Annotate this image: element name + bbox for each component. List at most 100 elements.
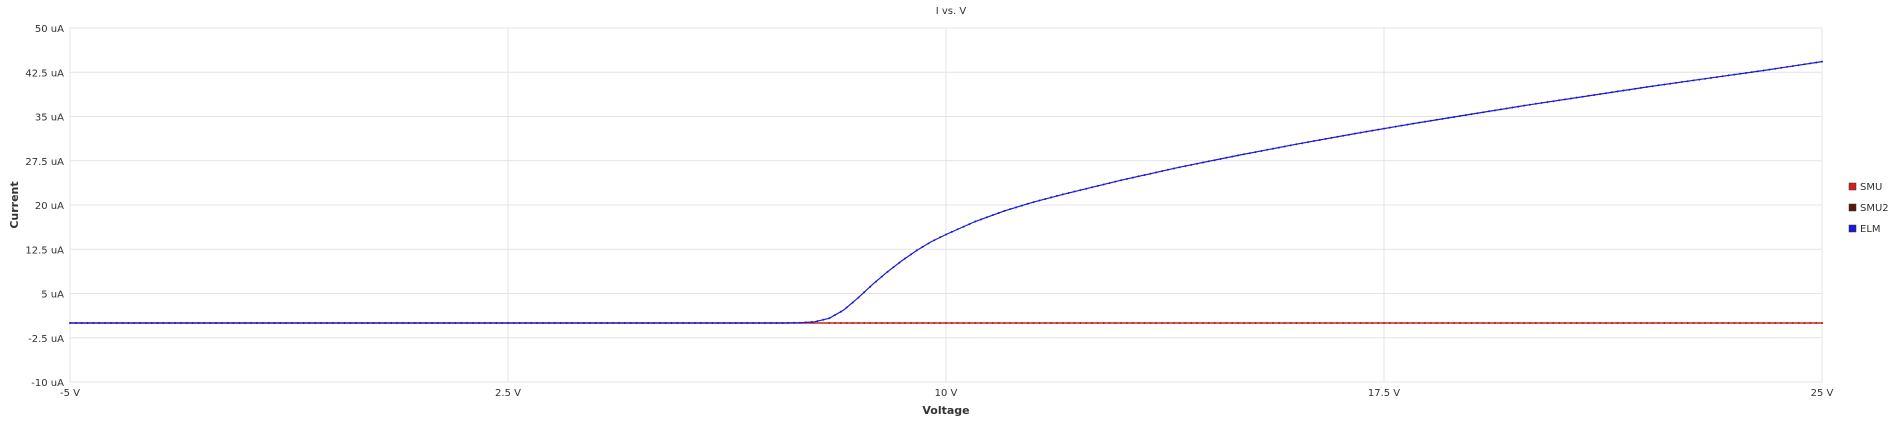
data-point [740,322,743,324]
data-point [1073,322,1076,324]
data-point [1301,142,1304,145]
data-point [518,322,521,324]
data-point [588,322,591,324]
data-point [1207,160,1210,163]
data-point [1330,136,1333,139]
data-point [1494,109,1496,112]
data-point [1640,322,1642,324]
data-point [693,322,696,324]
data-point [1248,322,1251,324]
data-point [1821,60,1823,63]
data-point [1499,108,1502,111]
data-point [664,322,667,324]
data-point [1762,322,1765,324]
legend-label: ELM [1860,224,1881,235]
data-point [244,322,247,324]
data-point [1505,322,1508,324]
data-point [1312,322,1315,324]
data-point [1780,66,1783,69]
data-point [1564,98,1566,101]
data-point [1137,175,1140,178]
y-axis-title: Current [8,181,21,228]
data-point [1453,116,1456,118]
data-point [1026,202,1029,205]
data-point [1435,322,1438,324]
data-point [582,322,585,324]
data-point [991,322,994,324]
data-point [326,322,328,324]
data-point [1815,61,1818,64]
data-point [839,310,842,313]
data-point [296,322,299,324]
data-point [115,322,118,324]
data-point [1079,189,1082,192]
data-point [1260,322,1263,324]
data-point [1750,322,1753,324]
data-point [290,322,293,324]
data-point [1020,204,1023,207]
data-point [349,322,352,324]
data-point [1096,184,1099,187]
data-point [1143,174,1146,176]
data-point [1423,322,1426,324]
data-point [1803,322,1806,324]
data-point [822,318,825,321]
data-point [1015,206,1018,209]
legend-swatch [1848,224,1857,233]
data-point [425,322,428,324]
data-point [1091,322,1093,324]
data-point [1242,322,1245,324]
series-elm [69,60,1823,324]
data-point [1791,322,1794,324]
data-point [1003,322,1006,324]
data-point [407,322,410,324]
data-point [816,320,819,323]
data-point [1377,322,1380,324]
data-point [1318,139,1321,141]
x-axis-ticks: -5 V 2.5 V 10 V 17.5 V 25 V [60,388,1834,399]
data-point [1277,146,1280,149]
data-point [1020,322,1023,324]
data-point [950,230,953,233]
data-point [886,270,889,273]
data-point [1669,82,1672,85]
data-point [74,322,77,324]
data-point [1155,322,1158,324]
data-point [1540,322,1543,324]
data-point [1447,116,1450,119]
data-point [1044,198,1047,200]
data-point [915,249,918,252]
data-point [1575,322,1578,324]
data-point [787,321,790,324]
data-point [1645,86,1648,88]
data-point [1791,65,1794,68]
data-point [1575,96,1578,99]
data-point [991,214,994,217]
data-point [1003,209,1006,212]
data-point [232,322,235,324]
data-point [104,322,106,324]
data-point [974,322,977,324]
data-point [799,321,801,324]
data-point [1488,322,1491,324]
data-point [1587,322,1590,324]
data-point [1686,322,1689,324]
data-point [915,322,918,324]
data-point [898,322,901,324]
chart-title: I vs. V [936,6,967,17]
data-point [886,322,889,324]
data-point [1114,322,1117,324]
gridlines [69,27,1823,383]
data-point [80,322,83,324]
data-point [997,212,1000,214]
data-point [711,322,714,324]
data-point [1470,113,1473,116]
data-point [1464,322,1467,324]
data-point [1739,322,1742,324]
data-point [892,322,895,324]
data-point [1348,322,1350,324]
data-point [460,322,463,324]
data-point [1295,143,1298,146]
data-point [559,322,562,324]
data-point [1511,106,1514,109]
